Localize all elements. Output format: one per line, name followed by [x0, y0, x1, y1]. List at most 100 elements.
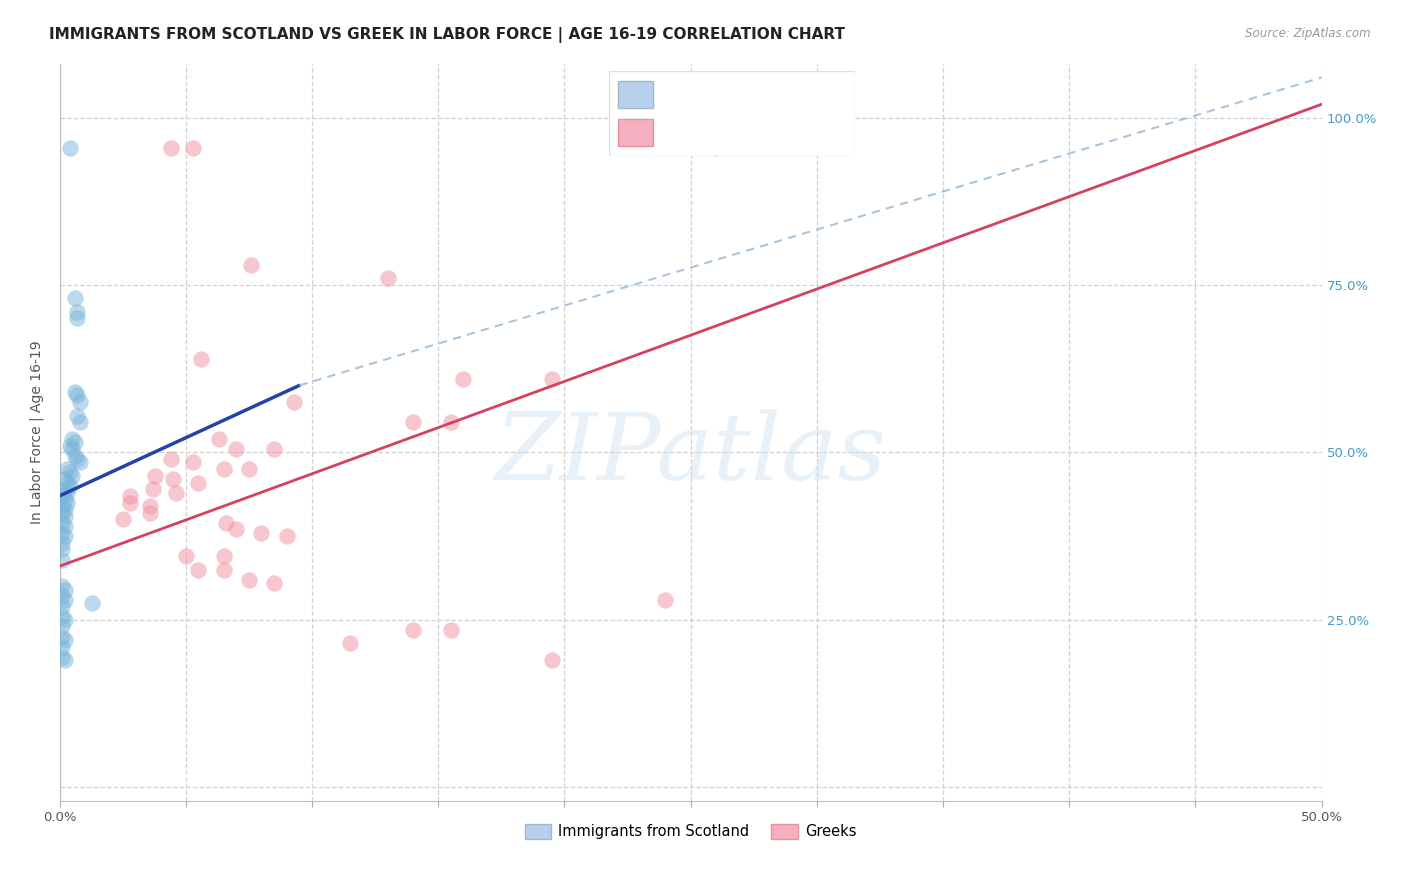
- Point: [53, 519, 76, 533]
- Point: [82, 596, 104, 610]
- Point: [377, 271, 399, 285]
- Point: [66, 388, 89, 402]
- Point: [159, 452, 181, 467]
- Point: [51, 489, 73, 503]
- Point: [59, 141, 82, 155]
- Point: [212, 563, 235, 577]
- Text: ZIPatlas: ZIPatlas: [495, 409, 887, 500]
- Point: [63, 385, 86, 400]
- Point: [56, 475, 79, 490]
- Point: [402, 415, 425, 429]
- Point: [283, 395, 305, 409]
- Text: IMMIGRANTS FROM SCOTLAND VS GREEK IN LABOR FORCE | AGE 16-19 CORRELATION CHART: IMMIGRANTS FROM SCOTLAND VS GREEK IN LAB…: [49, 27, 845, 43]
- Point: [63, 435, 86, 450]
- Point: [440, 623, 463, 637]
- Point: [53, 632, 76, 647]
- Point: [263, 576, 285, 591]
- Point: [53, 508, 76, 523]
- Point: [51, 506, 73, 520]
- Point: [453, 372, 475, 386]
- Point: [51, 579, 73, 593]
- Point: [225, 442, 247, 456]
- Point: [60, 432, 83, 446]
- Point: [402, 623, 425, 637]
- Point: [53, 653, 76, 667]
- Point: [51, 649, 73, 664]
- Point: [120, 489, 142, 503]
- Point: [139, 506, 162, 520]
- Point: [69, 455, 91, 469]
- Point: [187, 475, 209, 490]
- Point: [51, 609, 73, 624]
- Point: [263, 442, 285, 456]
- Point: [51, 516, 73, 530]
- Point: [207, 432, 229, 446]
- Point: [53, 582, 76, 597]
- Point: [66, 409, 89, 423]
- Point: [56, 485, 79, 500]
- Point: [66, 452, 89, 467]
- Point: [51, 640, 73, 654]
- Point: [440, 415, 463, 429]
- Point: [66, 311, 89, 326]
- Point: [159, 141, 181, 155]
- Point: [250, 525, 273, 540]
- Point: [53, 529, 76, 543]
- Point: [145, 468, 167, 483]
- Point: [181, 141, 204, 155]
- Point: [165, 485, 187, 500]
- Point: [174, 549, 197, 563]
- Point: [276, 529, 298, 543]
- Point: [69, 395, 91, 409]
- Y-axis label: In Labor Force | Age 16-19: In Labor Force | Age 16-19: [30, 341, 44, 524]
- Point: [162, 472, 184, 486]
- Point: [53, 472, 76, 486]
- Point: [181, 455, 204, 469]
- Point: [238, 573, 260, 587]
- Text: Source: ZipAtlas.com: Source: ZipAtlas.com: [1246, 27, 1371, 40]
- Point: [240, 258, 263, 272]
- Point: [59, 466, 82, 480]
- Point: [56, 495, 79, 509]
- Point: [225, 522, 247, 536]
- Point: [53, 492, 76, 507]
- Point: [51, 619, 73, 633]
- Point: [60, 468, 83, 483]
- Point: [66, 305, 89, 319]
- Point: [51, 525, 73, 540]
- Point: [212, 549, 235, 563]
- Point: [139, 499, 162, 513]
- Point: [540, 653, 562, 667]
- Point: [654, 592, 676, 607]
- Legend: Immigrants from Scotland, Greeks: Immigrants from Scotland, Greeks: [519, 818, 862, 845]
- Point: [51, 599, 73, 614]
- Point: [53, 592, 76, 607]
- Point: [190, 351, 212, 366]
- Point: [56, 462, 79, 476]
- Point: [63, 449, 86, 463]
- Point: [60, 442, 83, 456]
- Point: [142, 482, 165, 496]
- Point: [59, 439, 82, 453]
- Point: [51, 630, 73, 644]
- Point: [51, 552, 73, 566]
- Point: [111, 512, 134, 526]
- Point: [51, 499, 73, 513]
- Point: [215, 516, 238, 530]
- Point: [704, 141, 727, 155]
- Point: [53, 502, 76, 516]
- Point: [51, 542, 73, 557]
- Point: [212, 462, 235, 476]
- Point: [51, 590, 73, 604]
- Point: [63, 292, 86, 306]
- Point: [51, 535, 73, 549]
- Point: [69, 415, 91, 429]
- Point: [120, 495, 142, 509]
- Point: [540, 372, 562, 386]
- Point: [238, 462, 260, 476]
- Point: [53, 482, 76, 496]
- Point: [59, 479, 82, 493]
- Point: [187, 563, 209, 577]
- Point: [53, 613, 76, 627]
- Point: [339, 636, 361, 650]
